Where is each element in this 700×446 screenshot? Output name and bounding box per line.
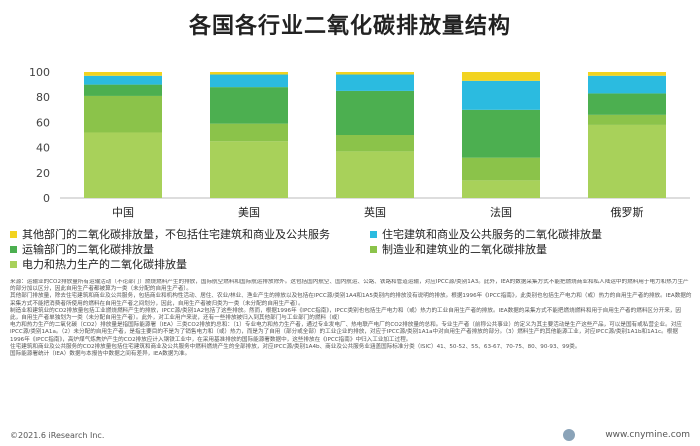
bar-segment-2-2 xyxy=(336,90,414,135)
y-tick-label-2: 40 xyxy=(36,142,50,155)
bar-segment-3-3 xyxy=(462,80,540,110)
source-notes: 来源：运输业的CO2排放量所有运输活动（不论部门）燃烧燃料产生的排放，国际航空燃… xyxy=(10,279,692,419)
stacked-bar-chart: 0 20 40 60 80 100 中国 美国 英国 法国 俄罗斯 xyxy=(29,66,690,219)
y-tick-label-3: 60 xyxy=(36,116,50,129)
site-logo-icon xyxy=(563,429,576,441)
site-url: www.cnymine.com xyxy=(605,430,690,440)
bar-segment-3-4 xyxy=(462,72,540,81)
legend-label: 电力和热力生产的二氧化碳排放量 xyxy=(22,258,187,271)
legend-swatch xyxy=(10,260,17,268)
legend-swatch xyxy=(370,230,377,238)
bar-segment-1-2 xyxy=(210,87,288,124)
bar-segment-2-1 xyxy=(336,135,414,152)
bar-segment-2-0 xyxy=(336,151,414,198)
bar-segment-4-1 xyxy=(588,114,666,125)
x-tick-label-0: 中国 xyxy=(112,206,134,219)
bar-segment-3-1 xyxy=(462,157,540,181)
bar-segment-2-4 xyxy=(336,72,414,75)
bar-segment-2-3 xyxy=(336,74,414,91)
page-title: 各国各行业二氧化碳排放量结构 xyxy=(188,14,511,39)
bar-segment-3-2 xyxy=(462,109,540,158)
y-tick-label-4: 80 xyxy=(36,91,50,104)
source-paragraph: 来源：运输业的CO2排放量所有运输活动（不论部门）燃烧燃料产生的排放，国际航空燃… xyxy=(10,279,689,293)
bar-segment-4-4 xyxy=(588,72,666,76)
source-paragraph: 国际能源署统计（IEA）数据与本报告中数据之间有差异，IEA数据为准。 xyxy=(10,351,191,358)
bar-segment-0-2 xyxy=(84,84,162,96)
bar-segment-0-3 xyxy=(84,75,162,85)
legend-item: 其他部门的二氧化碳排放量，不包括住宅建筑和商业及公共服务 xyxy=(10,226,330,242)
source-paragraph: 电力和热力生产的二氧化碳（CO2）排放量是指国际能源署（IEA）三类CO2排放的… xyxy=(10,322,682,343)
bar-segment-1-1 xyxy=(210,123,288,142)
bar-segment-1-0 xyxy=(210,141,288,198)
legend-label: 制造业和建筑业的二氧化碳排放量 xyxy=(382,243,547,256)
bar-segment-4-3 xyxy=(588,75,666,94)
x-tick-label-2: 英国 xyxy=(364,205,386,219)
source-paragraph: 住宅建筑和商业及公共服务的CO2排放量包括住宅建筑和商业及公共服务中燃料燃烧产生… xyxy=(10,343,581,350)
legend-label: 运输部门的二氧化碳排放量 xyxy=(22,243,154,256)
bar-segment-0-0 xyxy=(84,132,162,198)
legend-swatch xyxy=(10,245,17,253)
legend-item: 电力和热力生产的二氧化碳排放量 xyxy=(10,256,187,272)
bar-segment-1-3 xyxy=(210,74,288,88)
copyright-text: ©2021.6 iResearch Inc. xyxy=(10,431,105,440)
legend-swatch xyxy=(10,230,17,238)
bar-segment-4-0 xyxy=(588,124,666,198)
x-tick-label-3: 法国 xyxy=(490,205,512,219)
x-tick-label-1: 美国 xyxy=(238,206,260,219)
y-tick-label-5: 100 xyxy=(29,66,50,79)
source-paragraph: 制造业和建筑业的CO2排放量包括工业燃烧燃料产生的排放，IPCC源/类别1A2包… xyxy=(10,307,681,322)
bar-segment-4-2 xyxy=(588,93,666,115)
footer-site: www.cnymine.com xyxy=(563,429,690,441)
source-paragraph: 其他部门排放量，除去住宅建筑和商业及公共服务，包括商业和机构性活动、居住、农业/… xyxy=(10,293,692,307)
legend-swatch xyxy=(370,245,377,253)
bar-segment-0-4 xyxy=(84,72,162,76)
legend-label: 其他部门的二氧化碳排放量，不包括住宅建筑和商业及公共服务 xyxy=(22,228,330,241)
x-tick-label-4: 俄罗斯 xyxy=(611,206,644,219)
legend-item: 制造业和建筑业的二氧化碳排放量 xyxy=(370,241,547,257)
bar-segment-1-4 xyxy=(210,72,288,75)
legend-label: 住宅建筑和商业及公共服务的二氧化碳排放量 xyxy=(382,228,602,241)
bar-segment-0-1 xyxy=(84,95,162,133)
legend-item: 住宅建筑和商业及公共服务的二氧化碳排放量 xyxy=(370,226,602,242)
legend-item: 运输部门的二氧化碳排放量 xyxy=(10,241,154,257)
bar-segment-3-0 xyxy=(462,180,540,198)
y-tick-label-0: 0 xyxy=(43,192,50,205)
y-tick-label-1: 20 xyxy=(36,167,50,180)
